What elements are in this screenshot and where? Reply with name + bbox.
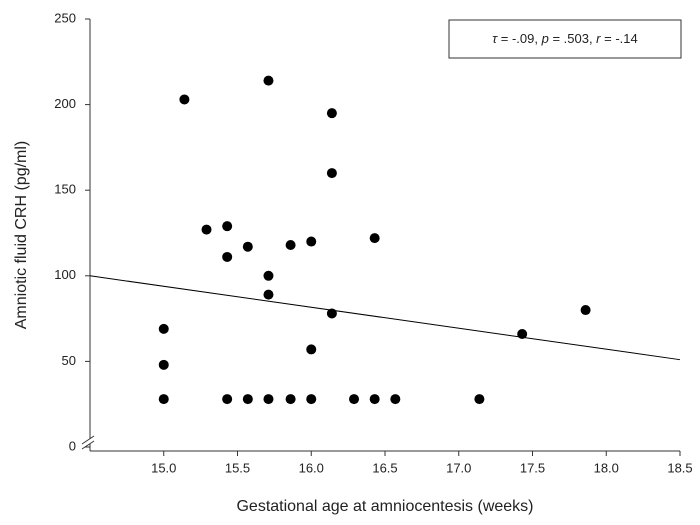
annotation-part: p xyxy=(541,31,549,46)
x-tick-label: 17.5 xyxy=(520,460,545,475)
x-tick-label: 18.5 xyxy=(667,460,692,475)
point xyxy=(369,233,380,244)
x-tick-label: 15.0 xyxy=(151,460,176,475)
y-axis-label: Amniotic fluid CRH (pg/ml) xyxy=(13,141,30,329)
x-tick-label: 16.5 xyxy=(372,460,397,475)
point xyxy=(201,224,212,235)
point xyxy=(474,394,485,405)
point xyxy=(263,394,274,405)
x-tick-label: 17.0 xyxy=(446,460,471,475)
point xyxy=(580,305,591,316)
point xyxy=(263,289,274,300)
y-tick-label: 50 xyxy=(62,353,76,368)
point xyxy=(326,308,337,319)
point xyxy=(242,241,253,252)
point xyxy=(158,359,169,370)
y-tick-label: 0 xyxy=(69,438,76,453)
x-tick-label: 16.0 xyxy=(299,460,324,475)
y-tick-label: 150 xyxy=(54,182,76,197)
point xyxy=(369,394,380,405)
y-tick-label: 100 xyxy=(54,267,76,282)
point xyxy=(285,394,296,405)
point xyxy=(326,108,337,119)
point xyxy=(222,394,233,405)
point xyxy=(306,344,317,355)
x-axis-label: Gestational age at amniocentesis (weeks) xyxy=(236,498,533,515)
point xyxy=(179,94,190,105)
point xyxy=(390,394,401,405)
annotation-part: r xyxy=(596,31,601,46)
annotation-part: = .503, xyxy=(549,31,596,46)
point xyxy=(349,394,360,405)
point xyxy=(306,394,317,405)
point xyxy=(242,394,253,405)
x-tick-label: 18.0 xyxy=(594,460,619,475)
fit-line xyxy=(89,275,681,361)
annotation-part: = -.14 xyxy=(601,31,638,46)
point xyxy=(222,251,233,262)
point xyxy=(517,329,528,340)
annotation-part: = -.09, xyxy=(497,31,541,46)
point xyxy=(158,394,169,405)
axis-break xyxy=(81,435,95,445)
axis-break xyxy=(81,440,95,450)
point xyxy=(158,323,169,334)
annotation: τ = -.09, p = .503, r = -.14 xyxy=(492,31,637,46)
point xyxy=(326,168,337,179)
point xyxy=(222,221,233,232)
annotation-box xyxy=(448,19,682,59)
annotation-part: τ xyxy=(492,31,498,46)
point xyxy=(285,239,296,250)
x-tick-label: 15.5 xyxy=(225,460,250,475)
y-tick-label: 250 xyxy=(54,10,76,25)
point xyxy=(306,236,317,247)
y-tick-label: 200 xyxy=(54,96,76,111)
point xyxy=(263,270,274,281)
point xyxy=(263,75,274,86)
